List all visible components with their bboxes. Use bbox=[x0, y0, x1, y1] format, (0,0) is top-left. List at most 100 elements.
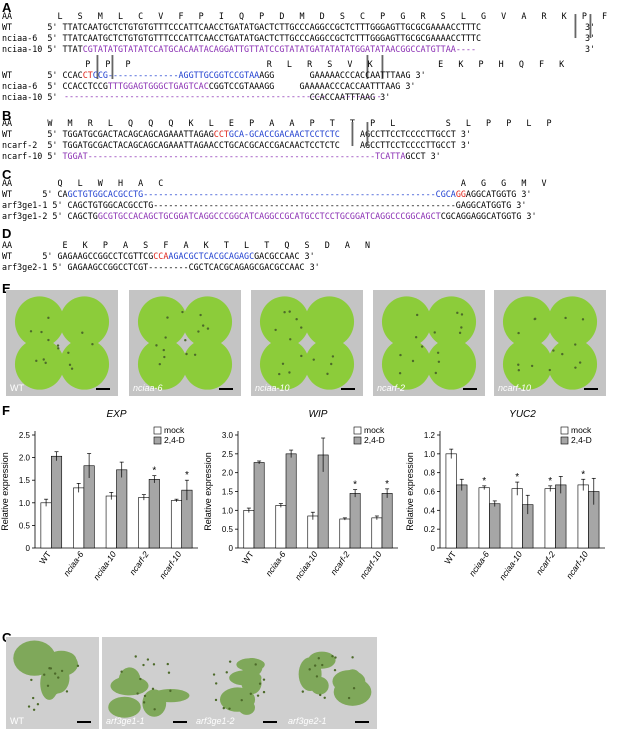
significance-star: * bbox=[581, 469, 585, 480]
panel-label-a: A bbox=[2, 0, 12, 15]
scale-bar bbox=[219, 388, 233, 390]
significance-star: * bbox=[515, 472, 519, 483]
seq-c-aa: AA Q L W H A C A G G M V bbox=[2, 178, 547, 188]
y-tick-label: 1.0 bbox=[424, 450, 436, 459]
bar-mock bbox=[138, 497, 150, 549]
seq-d-arf3ge2-1: arf3ge2-1 5' GAGAAGCCGGCCTCGT--------CGC… bbox=[2, 262, 320, 272]
legend-2-4-d: 2,4-D bbox=[364, 435, 385, 445]
x-tick-label: WT bbox=[240, 549, 256, 566]
y-axis-label: Relative expression bbox=[405, 452, 415, 531]
seq-c-wt: WT 5' CAGCTGTGGCACGCCTG-----------------… bbox=[2, 189, 532, 199]
seq-b-ncarf10: ncarf-10 5' TGGAT-----------------------… bbox=[2, 151, 441, 161]
significance-star: * bbox=[385, 479, 389, 490]
seq-a-wt1: WT 5' TTATCAATGCTCTGTGTGTTTCCCATTCAACCTG… bbox=[2, 22, 482, 32]
bar-2,4-D bbox=[456, 484, 468, 549]
y-tick-label: 0 bbox=[229, 544, 234, 553]
y-tick-label: 2.5 bbox=[222, 450, 234, 459]
seq-b-wt: WT 5' TGGATGCGACTACAGCAGCAGAAATTAGAGCCTG… bbox=[2, 129, 471, 139]
bar-mock bbox=[40, 502, 52, 549]
bar-2,4-D bbox=[489, 503, 501, 549]
break-mark-a2: ⎪⎪ bbox=[90, 55, 120, 79]
bar-2,4-D bbox=[285, 453, 297, 549]
seq-a-nciaa10-2: nciaa-10 5' CCACCAATTTAAG 3' bbox=[2, 92, 391, 102]
chart-yuc2: YUC2 Relative expression 0 0.2 0.4 0.6 0.8 1.0 1… bbox=[405, 409, 605, 582]
seq-a-nciaa10-2-deletion: ----------------------------------------… bbox=[64, 91, 382, 101]
x-tick-label: nciaa-10 bbox=[293, 549, 320, 582]
chart-exp: EXP Relative expression 0 0.5 1.0 1.5 2.0 2.5 WT… bbox=[0, 409, 198, 582]
bar-mock bbox=[577, 484, 589, 549]
photo-e-0: WT bbox=[6, 290, 118, 396]
y-tick-label: 0.8 bbox=[424, 469, 436, 478]
x-tick-label: WT bbox=[442, 549, 458, 566]
photo-e-4: ncarf-10 bbox=[494, 290, 606, 396]
x-tick-label: nciaa-6 bbox=[61, 549, 85, 578]
legend-2-4-d: 2,4-D bbox=[164, 435, 185, 445]
bar-mock bbox=[105, 495, 117, 549]
seq-a-nciaa10-1: nciaa-10 5' TTATCGTATATGTATATCCATGCACAAT… bbox=[2, 44, 476, 54]
bar-mock bbox=[73, 487, 85, 549]
bar-2,4-D bbox=[50, 455, 63, 549]
scale-bar bbox=[355, 721, 369, 723]
photo-e-label: ncarf-10 bbox=[498, 383, 532, 393]
seq-c-arf3ge1-1: arf3ge1-1 5' CAGCTGTGGCACGCCTG----------… bbox=[2, 200, 527, 210]
x-tick-label: WT bbox=[37, 549, 53, 566]
significance-star: * bbox=[482, 476, 486, 487]
x-tick-label: ncarf-2 bbox=[534, 549, 558, 577]
bar-mock bbox=[511, 488, 523, 549]
y-tick-label: 0.6 bbox=[424, 488, 436, 497]
bar-mock bbox=[544, 488, 556, 549]
scale-bar bbox=[96, 388, 110, 390]
chart-title: EXP bbox=[106, 409, 126, 420]
legend-2-4-d: 2,4-D bbox=[571, 435, 592, 445]
photo-g-1: arf3ge1-1 bbox=[102, 637, 195, 729]
scale-bar bbox=[77, 721, 91, 723]
y-tick-label: 0.5 bbox=[222, 525, 234, 534]
bar-mock bbox=[445, 453, 457, 549]
panel-f-charts: EXP Relative expression 0 0.5 1.0 1.5 2.0 2.5 WT… bbox=[0, 409, 605, 582]
seq-a-nciaa6-2: nciaa-6 5' CCACCTCCGTTTGGAGTGGGCTGAGTCAC… bbox=[2, 81, 416, 91]
seq-a-aa2: P P P R L R S V K E K P H Q F K bbox=[60, 59, 565, 69]
seq-a-aa1: AA L S M L C V F P I Q P D M D S C P G R… bbox=[2, 11, 608, 21]
bar-2,4-D bbox=[555, 484, 567, 549]
bar-mock bbox=[478, 487, 490, 549]
bar-mock bbox=[170, 500, 183, 549]
bar-2,4-D bbox=[148, 478, 160, 549]
significance-star: * bbox=[353, 480, 357, 491]
legend-swatch-mock bbox=[560, 426, 569, 435]
panel-label-c: C bbox=[2, 167, 12, 182]
photo-g-0: WT bbox=[6, 637, 99, 729]
bar-mock bbox=[371, 517, 383, 549]
x-tick-label: nciaa-10 bbox=[91, 549, 118, 582]
legend-swatch-mock bbox=[153, 426, 162, 435]
y-tick-label: 0 bbox=[26, 544, 31, 553]
photo-g-label: arf3ge2-1 bbox=[288, 716, 327, 726]
photo-e-1: nciaa-6 bbox=[129, 290, 241, 396]
legend-mock: mock bbox=[164, 425, 185, 435]
break-mark-b: ⎪⎪ bbox=[345, 122, 375, 146]
bar-2,4-D bbox=[116, 469, 128, 549]
bar-2,4-D bbox=[349, 493, 361, 549]
bar-2,4-D bbox=[83, 465, 95, 549]
bar-mock bbox=[339, 518, 351, 549]
seq-d-wt: WT 5' GAGAAGCCGGCCTCGTTCGCCAAGACGCTCACGC… bbox=[2, 251, 315, 261]
significance-star: * bbox=[185, 470, 189, 481]
panel-label-d: D bbox=[2, 226, 12, 241]
y-tick-label: 2.5 bbox=[19, 431, 31, 440]
scale-bar bbox=[173, 721, 187, 723]
y-axis-label: Relative expression bbox=[203, 452, 213, 531]
x-tick-label: nciaa-6 bbox=[263, 549, 287, 578]
bar-mock bbox=[275, 505, 287, 549]
photo-g-2: arf3ge1-2 bbox=[192, 637, 285, 729]
y-tick-label: 0.5 bbox=[19, 521, 31, 530]
legend-mock: mock bbox=[364, 425, 385, 435]
scale-bar bbox=[584, 388, 598, 390]
x-tick-label: ncarf-2 bbox=[328, 549, 352, 577]
panel-label-e: E bbox=[2, 281, 11, 296]
chart-title: WIP bbox=[309, 409, 328, 420]
photo-g-label: arf3ge1-1 bbox=[106, 716, 145, 726]
y-tick-label: 2.0 bbox=[222, 469, 234, 478]
chart-wip: WIP Relative expression 0 0.5 1.0 1.5 2.0 2.5 3.… bbox=[203, 409, 398, 582]
y-tick-label: 1.5 bbox=[222, 488, 234, 497]
legend-swatch-mock bbox=[353, 426, 362, 435]
photo-g-label: arf3ge1-2 bbox=[196, 716, 235, 726]
